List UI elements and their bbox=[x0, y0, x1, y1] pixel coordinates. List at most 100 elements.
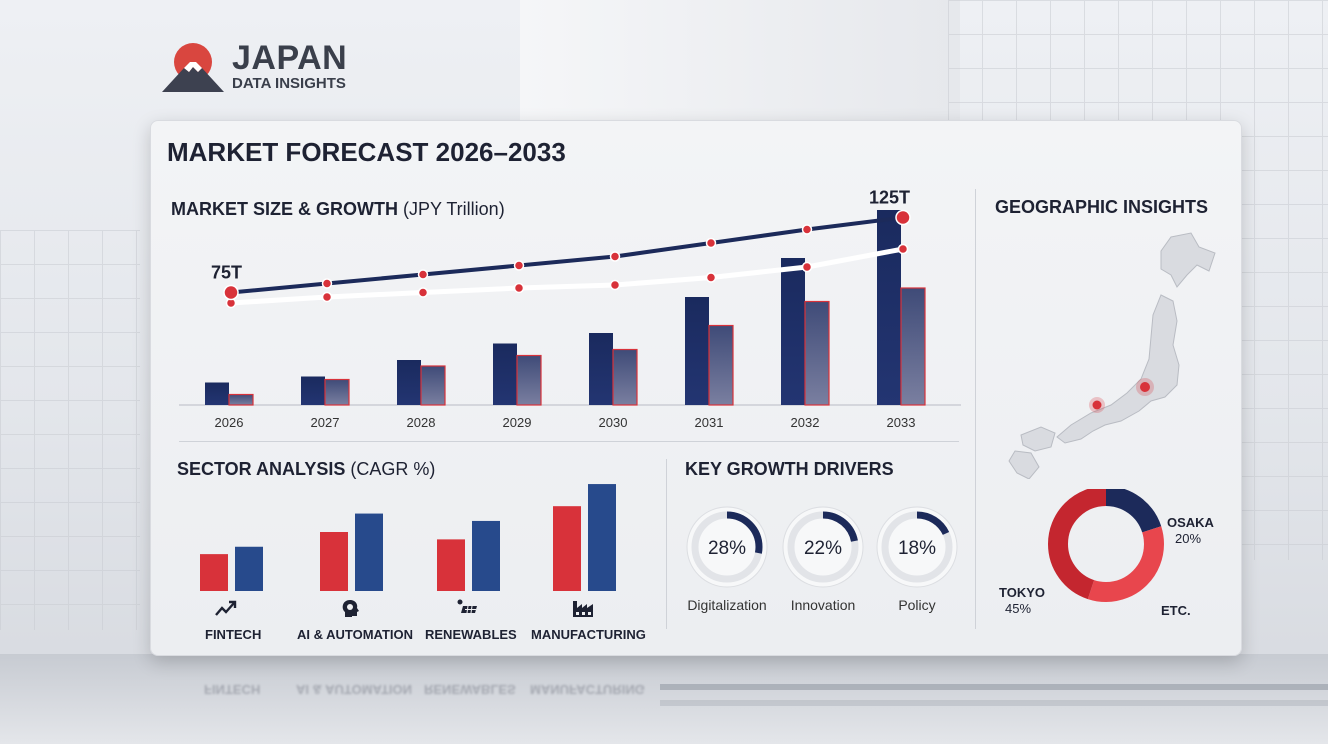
trend-navy-point bbox=[895, 209, 911, 226]
sector-bar-red bbox=[553, 506, 581, 591]
sector-bar-blue bbox=[588, 484, 616, 591]
gauge-value-label: 18% bbox=[898, 538, 936, 559]
trend-navy-point bbox=[513, 260, 525, 271]
market-bar-navy bbox=[685, 297, 709, 405]
trend-white-point bbox=[417, 287, 429, 298]
geographic-donut-chart bbox=[1048, 489, 1164, 602]
sector-chart-title: SECTOR ANALYSIS (CAGR %) bbox=[177, 459, 435, 480]
sector-analysis-chart bbox=[200, 484, 616, 591]
gauge-face bbox=[686, 506, 768, 588]
gauge-value-label: 28% bbox=[708, 538, 746, 559]
divider bbox=[975, 189, 976, 629]
market-chart-title: MARKET SIZE & GROWTH (JPY Trillion) bbox=[171, 199, 505, 220]
market-x-tick-label: 2032 bbox=[791, 415, 820, 430]
market-x-tick-label: 2027 bbox=[311, 415, 340, 430]
market-bar-red bbox=[900, 287, 926, 406]
osaka-value: 20% bbox=[1175, 531, 1202, 546]
trend-white-point bbox=[609, 279, 621, 291]
sector-bar-red bbox=[437, 539, 465, 591]
logo-title: JAPAN bbox=[232, 39, 348, 77]
ai-head-icon bbox=[339, 597, 361, 624]
divider bbox=[179, 441, 959, 442]
japan-map-icon bbox=[1008, 232, 1216, 479]
background-pillar bbox=[520, 0, 960, 120]
market-bar-red bbox=[708, 324, 734, 406]
sector-title-bold: SECTOR ANALYSIS bbox=[177, 459, 346, 479]
sector-label-renewables: RENEWABLES bbox=[425, 627, 517, 642]
trend-white-line bbox=[228, 246, 906, 306]
gauge-arc bbox=[691, 511, 763, 583]
floor-line bbox=[660, 700, 1328, 706]
gauge-value-label: 22% bbox=[804, 538, 842, 559]
market-bar-navy bbox=[781, 258, 805, 405]
sector-bar-red bbox=[320, 532, 348, 591]
osaka-label: OSAKA 20% bbox=[1167, 515, 1214, 547]
trend-navy-point bbox=[801, 224, 813, 235]
page-title: MARKET FORECAST 2026–2033 bbox=[167, 137, 566, 167]
market-x-tick-label: 2028 bbox=[407, 415, 436, 430]
market-bar-red bbox=[804, 300, 830, 406]
sector-bar-blue bbox=[472, 520, 500, 591]
trend-white-point bbox=[321, 291, 333, 303]
tokyo-label: TOKYO 45% bbox=[999, 585, 1045, 617]
gauge-face bbox=[782, 506, 864, 588]
tokyo-name: TOKYO bbox=[999, 585, 1045, 600]
sector-label-manufacturing: MANUFACTURING bbox=[531, 627, 646, 642]
trend-white-point bbox=[513, 282, 525, 294]
market-end-label: 125T bbox=[869, 188, 910, 208]
sector-bar-blue bbox=[235, 546, 263, 591]
tokyo-value: 45% bbox=[1005, 601, 1032, 616]
market-bar-navy bbox=[589, 333, 613, 405]
trend-white-point bbox=[801, 261, 813, 273]
market-bar-navy bbox=[205, 382, 229, 405]
reflection-fintech: FINTECH bbox=[204, 682, 261, 697]
market-bar-navy bbox=[493, 343, 517, 405]
geo-title: GEOGRAPHIC INSIGHTS bbox=[995, 197, 1209, 217]
floor bbox=[0, 654, 1328, 744]
reflection-renewables: RENEWABLES bbox=[424, 682, 516, 697]
market-x-tick-label: 2026 bbox=[215, 415, 244, 430]
market-bar-red bbox=[420, 365, 446, 406]
divider bbox=[666, 459, 667, 629]
trend-navy-point bbox=[321, 278, 333, 289]
solar-panel-icon bbox=[455, 597, 479, 622]
trend-navy-line bbox=[229, 215, 905, 295]
background-grid-left bbox=[0, 230, 140, 630]
trend-white-point bbox=[897, 243, 909, 255]
floor-line bbox=[660, 684, 1328, 690]
market-bar-red bbox=[324, 378, 350, 406]
donut-slice-tokyo bbox=[1048, 489, 1164, 602]
sector-bar-blue bbox=[355, 513, 383, 591]
osaka-name: OSAKA bbox=[1167, 515, 1214, 530]
market-bar-red bbox=[228, 393, 254, 406]
trend-white-point bbox=[705, 272, 717, 283]
market-bar-red bbox=[516, 354, 542, 406]
trend-navy-point bbox=[609, 251, 621, 262]
gauge-arc bbox=[787, 511, 859, 583]
logo: JAPAN DATA INSIGHTS bbox=[162, 40, 347, 94]
market-title-unit: (JPY Trillion) bbox=[398, 199, 505, 219]
factory-icon bbox=[571, 597, 595, 624]
market-bar-red bbox=[612, 348, 638, 406]
sector-label-fintech: FINTECH bbox=[205, 627, 262, 642]
reflection-ai-automation: AI & AUTOMATION bbox=[296, 682, 413, 697]
sector-bar-red bbox=[200, 554, 228, 591]
sector-label-ai-automation: AI & AUTOMATION bbox=[297, 627, 414, 642]
sector-title-unit: (CAGR %) bbox=[345, 459, 436, 479]
market-bar-navy bbox=[397, 360, 421, 405]
etc-label: ETC. bbox=[1161, 603, 1191, 618]
dashboard-panel: MARKET FORECAST 2026–2033 MARKET SIZE & … bbox=[150, 120, 1242, 656]
market-bar-navy bbox=[877, 210, 901, 405]
logo-subtitle: DATA INSIGHTS bbox=[232, 75, 346, 92]
trending-up-icon bbox=[215, 599, 237, 622]
trend-navy-point bbox=[223, 284, 239, 301]
trend-navy-point bbox=[705, 237, 717, 249]
market-size-chart: 2026 2027 2028 2029 2030 2031 2032 2033 75T 125T bbox=[179, 188, 961, 430]
driver-label-innovation: Innovation bbox=[790, 597, 856, 613]
market-start-label: 75T bbox=[211, 263, 242, 283]
driver-label-digitalization: Digitalization bbox=[687, 597, 767, 613]
trend-navy-point bbox=[417, 269, 429, 280]
market-x-tick-label: 2030 bbox=[599, 415, 628, 430]
market-title-bold: MARKET SIZE & GROWTH bbox=[171, 199, 398, 219]
gauge-arc bbox=[881, 511, 953, 583]
